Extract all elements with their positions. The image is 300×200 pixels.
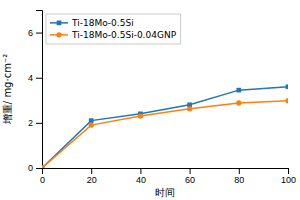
series-line (42, 101, 288, 168)
tick: 100 (281, 168, 296, 185)
tick-mark (190, 168, 191, 174)
x-axis-title: 时间 (155, 187, 175, 198)
marks (42, 84, 288, 168)
tick-mark (36, 168, 42, 169)
legend: Ti-18Mo-0.5Si Ti-18Mo-0.5Si-0.04GNP (46, 14, 181, 44)
data-point (89, 118, 94, 123)
tick: 20 (87, 168, 97, 185)
data-point (285, 98, 288, 103)
tick-mark (288, 168, 289, 174)
tick-label: 2 (28, 118, 33, 128)
y-axis: 0 2 4 6 (28, 11, 43, 174)
tick-mark (36, 33, 42, 34)
tick-mark (36, 78, 42, 79)
x-axis: 0 20 40 60 80 100 (40, 168, 296, 185)
series-line (42, 87, 288, 168)
tick-mark (140, 168, 141, 174)
plot-area: 0204060801000246Ti-18Mo-0.5SiTi-18Mo-0.5… (28, 11, 296, 186)
tick-label: 60 (185, 175, 195, 185)
legend-box (46, 14, 181, 44)
axis-line (36, 11, 43, 169)
legend-label: Ti-18Mo-0.5Si (71, 18, 134, 28)
tick: 6 (28, 28, 42, 38)
data-point (138, 113, 143, 118)
data-point (236, 100, 241, 105)
data-point (42, 165, 45, 168)
tick-mark (36, 123, 42, 124)
tick-label: 0 (40, 175, 45, 185)
legend-marker (57, 21, 62, 26)
tick-label: 40 (136, 175, 146, 185)
tick-label: 6 (28, 28, 33, 38)
data-point (187, 106, 192, 111)
tick: 40 (136, 168, 146, 185)
legend-item: Ti-18Mo-0.5Si (50, 18, 134, 28)
tick-mark (91, 168, 92, 174)
tick: 0 (28, 163, 42, 173)
tick: 80 (234, 168, 244, 185)
axis-line (43, 169, 289, 175)
tick: 60 (185, 168, 195, 185)
tick: 2 (28, 118, 42, 128)
data-point (286, 84, 288, 89)
tick-label: 80 (234, 175, 244, 185)
tick-label: 100 (281, 175, 296, 185)
chart: 0204060801000246Ti-18Mo-0.5SiTi-18Mo-0.5… (0, 0, 300, 200)
legend-item: Ti-18Mo-0.5Si-0.04GNP (50, 30, 177, 40)
legend-label: Ti-18Mo-0.5Si-0.04GNP (71, 30, 177, 40)
tick-mark (239, 168, 240, 174)
y-axis-title: 增重/ mg·cm⁻² (2, 54, 13, 125)
legend-marker (56, 32, 61, 37)
tick-label: 0 (28, 163, 33, 173)
tick: 4 (28, 73, 42, 83)
data-point (236, 88, 241, 93)
tick: 0 (40, 168, 45, 185)
tick-label: 4 (28, 73, 33, 83)
tick-label: 20 (87, 175, 97, 185)
data-point (89, 122, 94, 127)
